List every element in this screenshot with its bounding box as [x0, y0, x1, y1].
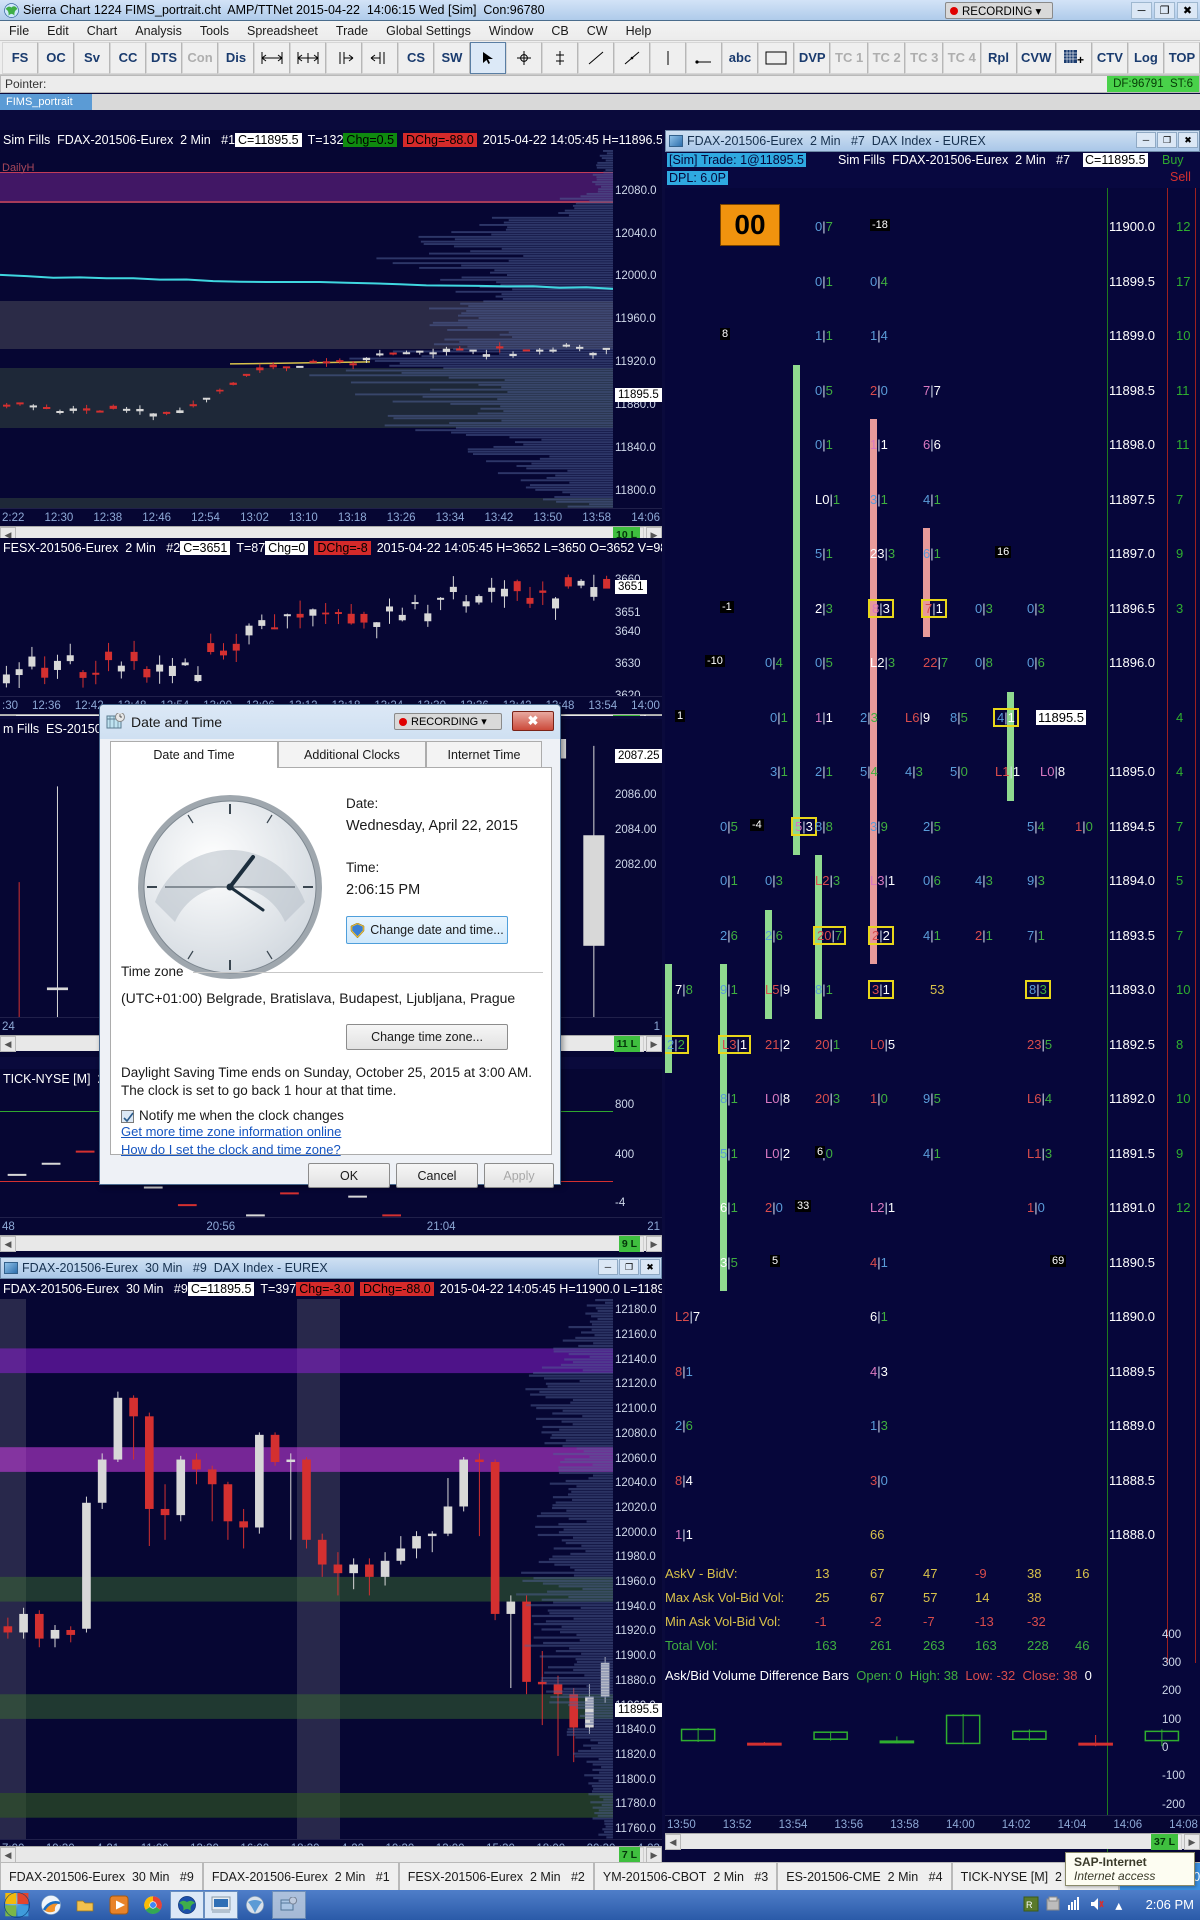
- svg-text:R: R: [1026, 1900, 1033, 1910]
- svg-text:+: +: [1077, 53, 1084, 66]
